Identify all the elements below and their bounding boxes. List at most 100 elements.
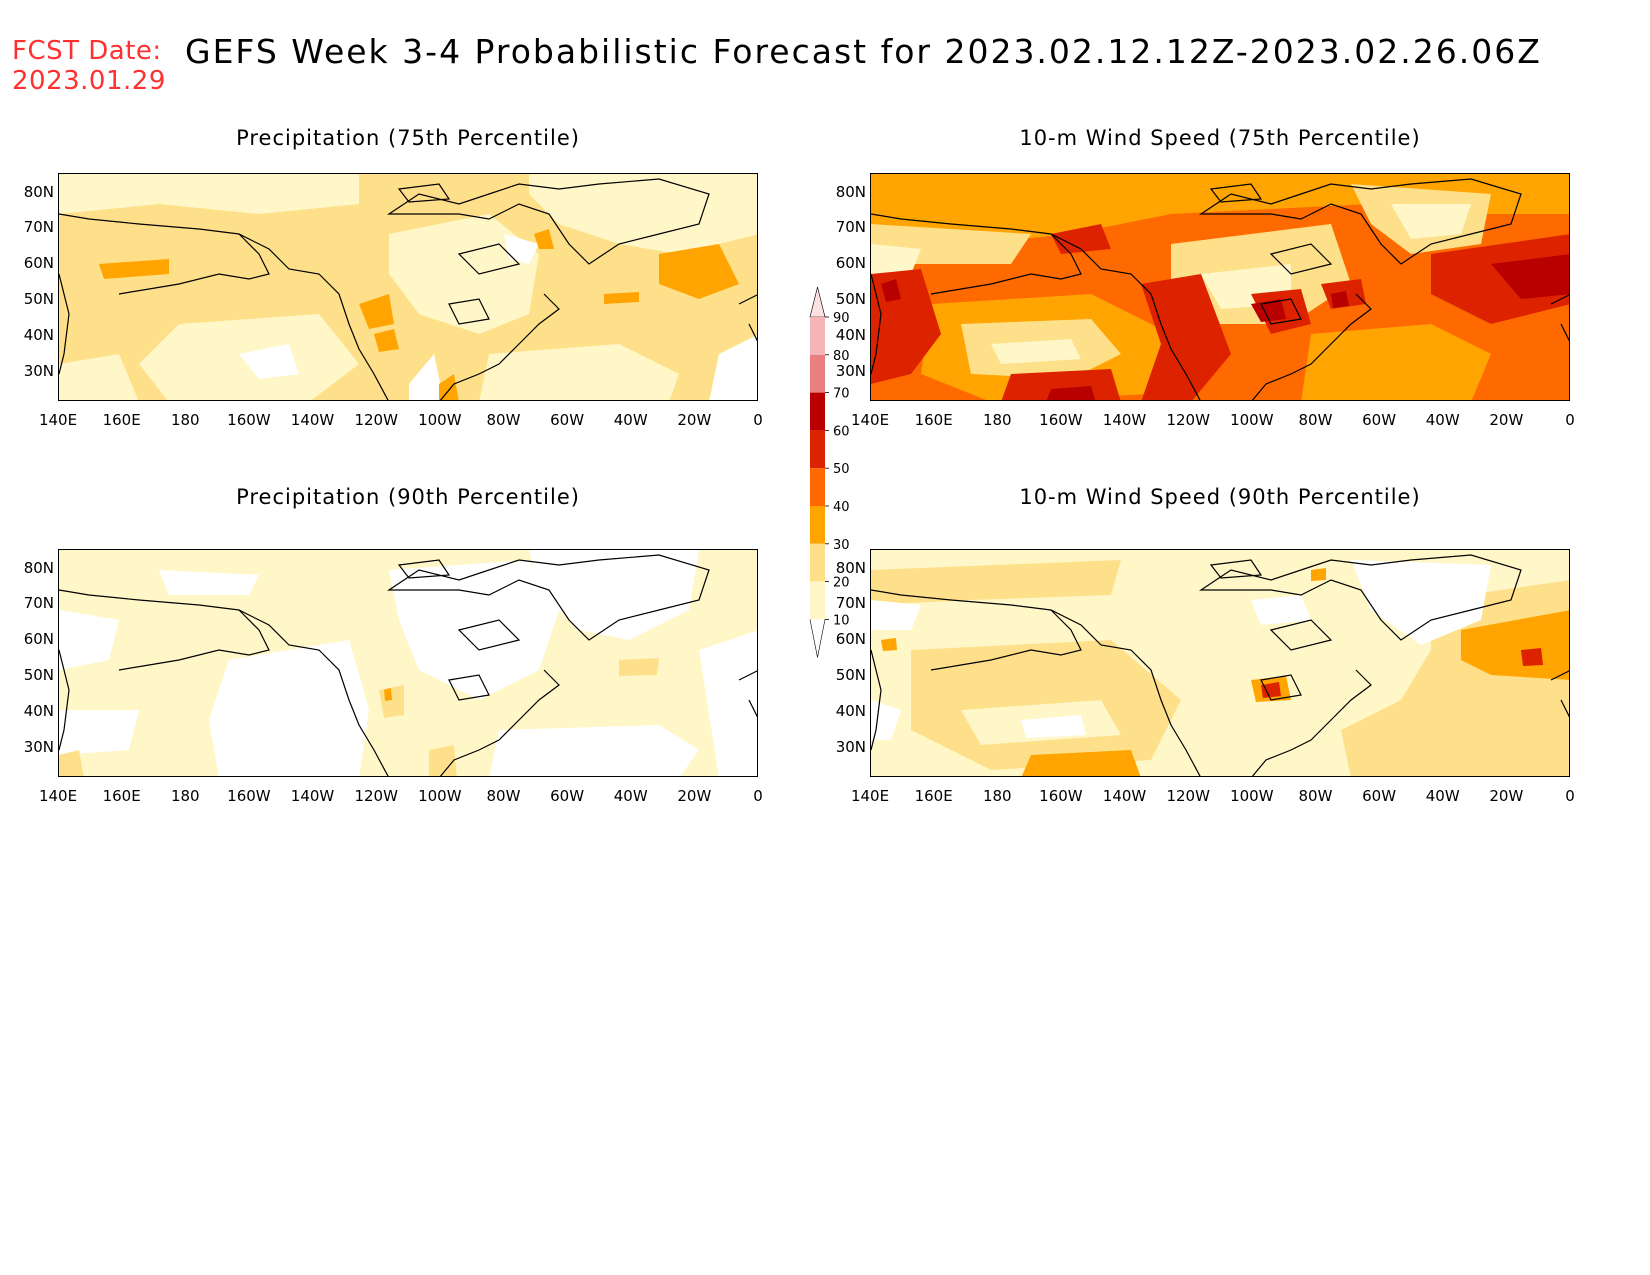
lat-label: 50N [23,666,54,684]
forecast-date-label: FCST Date: [12,36,162,66]
lon-label: 100W [418,411,462,429]
colorbar-box [810,430,825,469]
panel-title-precip-75: Precipitation (75th Percentile) [236,126,580,150]
colorbar-box [810,317,825,355]
lon-label: 160W [1039,411,1083,429]
lon-label: 20W [1489,787,1524,805]
lon-label: 60W [550,787,585,805]
lon-label: 40W [613,411,648,429]
lon-label: 60W [1362,411,1397,429]
lon-label: 80W [1298,411,1333,429]
lon-label: 20W [677,787,712,805]
lat-label: 80N [835,559,866,577]
lon-label: 140E [850,411,890,429]
map-precip-75 [58,173,758,401]
lat-label: 30N [835,362,866,380]
lon-label: 20W [677,411,712,429]
lat-label: 60N [23,630,54,648]
lat-label: 70N [835,594,866,612]
lon-label: 120W [1166,411,1210,429]
lat-label: 40N [835,702,866,720]
lon-label: 0 [753,411,763,429]
lon-label: 80W [486,411,521,429]
lon-label: 60W [550,411,585,429]
lon-label: 100W [418,787,462,805]
panel-title-wind-75: 10-m Wind Speed (75th Percentile) [1019,126,1421,150]
lon-label: 140W [290,411,335,429]
lon-label: 80W [1298,787,1333,805]
lon-label: 60W [1362,787,1397,805]
panel-title-wind-90: 10-m Wind Speed (90th Percentile) [1019,485,1421,509]
lon-label: 140E [850,787,890,805]
lat-label: 50N [23,290,54,308]
lon-label: 180 [982,411,1012,429]
lon-label: 40W [1425,411,1460,429]
forecast-date-value: 2023.01.29 [12,66,166,96]
lat-label: 60N [835,630,866,648]
panel-title-precip-90: Precipitation (90th Percentile) [236,485,580,509]
colorbar-label: 20 [833,576,850,591]
lon-label: 0 [753,787,763,805]
colorbar-label: 70 [833,387,850,402]
lon-label: 20W [1489,411,1524,429]
lon-label: 140E [38,787,78,805]
colorbar-label: 80 [833,349,850,364]
colorbar: 90 80 70 60 50 40 30 20 10 [809,286,850,658]
lat-label: 30N [23,738,54,756]
lat-label: 70N [23,594,54,612]
lat-label: 60N [23,254,54,272]
lon-label: 100W [1230,787,1274,805]
lat-label: 80N [835,183,866,201]
lon-label: 180 [170,787,200,805]
colorbar-label: 60 [833,424,850,439]
lat-label: 40N [23,702,54,720]
lat-label: 40N [835,326,866,344]
colorbar-label: 50 [833,462,850,477]
lat-label: 80N [23,183,54,201]
lon-label: 160E [102,411,141,429]
lat-label: 60N [835,254,866,272]
lat-label: 30N [835,738,866,756]
lat-label: 50N [835,290,866,308]
colorbar-bottom-arrow [809,619,826,658]
colorbar-top-arrow [809,286,826,318]
lon-label: 160E [914,411,953,429]
colorbar-label: 10 [833,613,850,628]
lat-label: 80N [23,559,54,577]
lon-label: 160W [227,411,271,429]
lon-label: 160E [102,787,141,805]
colorbar-box [810,506,825,544]
map-wind-75 [870,173,1570,401]
forecast-date-block: FCST Date: 2023.01.29 [12,36,166,96]
map-wind-90 [870,549,1570,777]
lon-label: 120W [354,411,398,429]
lon-label: 100W [1230,411,1274,429]
lat-label: 40N [23,326,54,344]
colorbar-label: 30 [833,538,850,553]
colorbar-box [810,468,825,506]
main-title: GEFS Week 3-4 Probabilistic Forecast for… [185,32,1542,71]
lat-label: 70N [23,218,54,236]
lon-label: 140W [290,787,335,805]
lon-label: 40W [1425,787,1460,805]
colorbar-box [810,354,825,393]
lon-label: 0 [1565,787,1575,805]
lon-label: 180 [170,411,200,429]
colorbar-box [810,581,825,620]
lon-label: 160W [1039,787,1083,805]
lat-label: 70N [835,218,866,236]
lon-label: 120W [1166,787,1210,805]
lon-label: 120W [354,787,398,805]
lat-label: 50N [835,666,866,684]
lon-label: 140E [38,411,78,429]
lon-label: 80W [486,787,521,805]
lon-label: 140W [1102,787,1147,805]
lon-label: 40W [613,787,648,805]
map-precip-90 [58,549,758,777]
colorbar-label: 40 [833,500,850,515]
lon-label: 140W [1102,411,1147,429]
lat-label: 30N [23,362,54,380]
lon-label: 180 [982,787,1012,805]
lon-label: 160E [914,787,953,805]
colorbar-box [810,392,825,431]
